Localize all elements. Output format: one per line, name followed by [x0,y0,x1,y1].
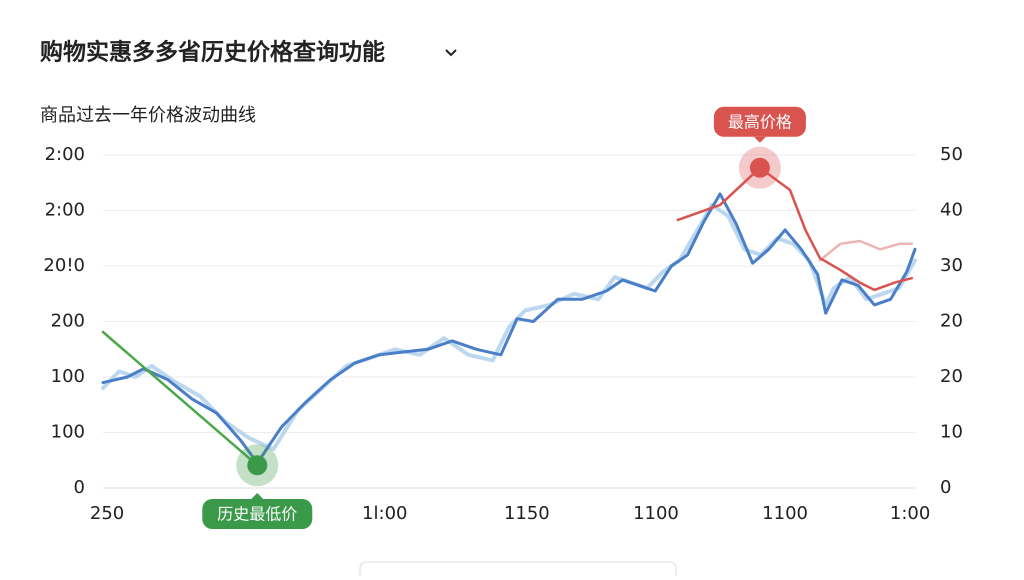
annotation-bubble [713,106,806,137]
y2-tick-label: 40 [940,200,963,221]
dropdown-chevron[interactable] [445,49,457,57]
x-tick-label: 1:00 [890,503,930,524]
x-tick-label: 1l:00 [362,503,407,524]
y-tick-label: 2:00 [45,144,85,165]
marker-dot [749,157,770,178]
x-tick-label: 1150 [504,503,550,524]
y2-tick-label: 0 [940,477,951,498]
y-tick-label: 2:00 [45,200,85,221]
y2-tick-label: 20 [940,311,963,332]
annotation-bubble [202,499,313,529]
y-tick-label: 100 [51,422,85,443]
x-tick-label: 250 [90,503,124,524]
annotation-label: 历史最低价 [217,505,297,524]
y-tick-label: 200 [51,311,85,332]
y2-tick-label: 50 [940,144,963,165]
page-title: 购物实惠多多省历史价格查询功能 [40,39,385,66]
marker-dot [247,455,268,476]
x-tick-label: 1100 [762,503,808,524]
y2-tick-label: 20 [940,366,963,387]
x-tick-label: 1100 [633,503,679,524]
chart-title: 商品过去一年价格波动曲线 [40,105,256,126]
y-tick-label: 100 [51,366,85,387]
y-tick-label: 20!0 [43,255,85,276]
annotation-pointer [251,493,264,499]
price-line [676,166,914,292]
price-line [818,239,914,262]
y2-tick-label: 10 [940,422,963,443]
annotation-label: 最高价格 [728,112,792,131]
annotation-pointer [753,136,766,143]
y-tick-label: 0 [74,477,85,498]
card [359,561,677,580]
price-line [101,330,259,467]
y2-tick-label: 30 [940,255,963,276]
